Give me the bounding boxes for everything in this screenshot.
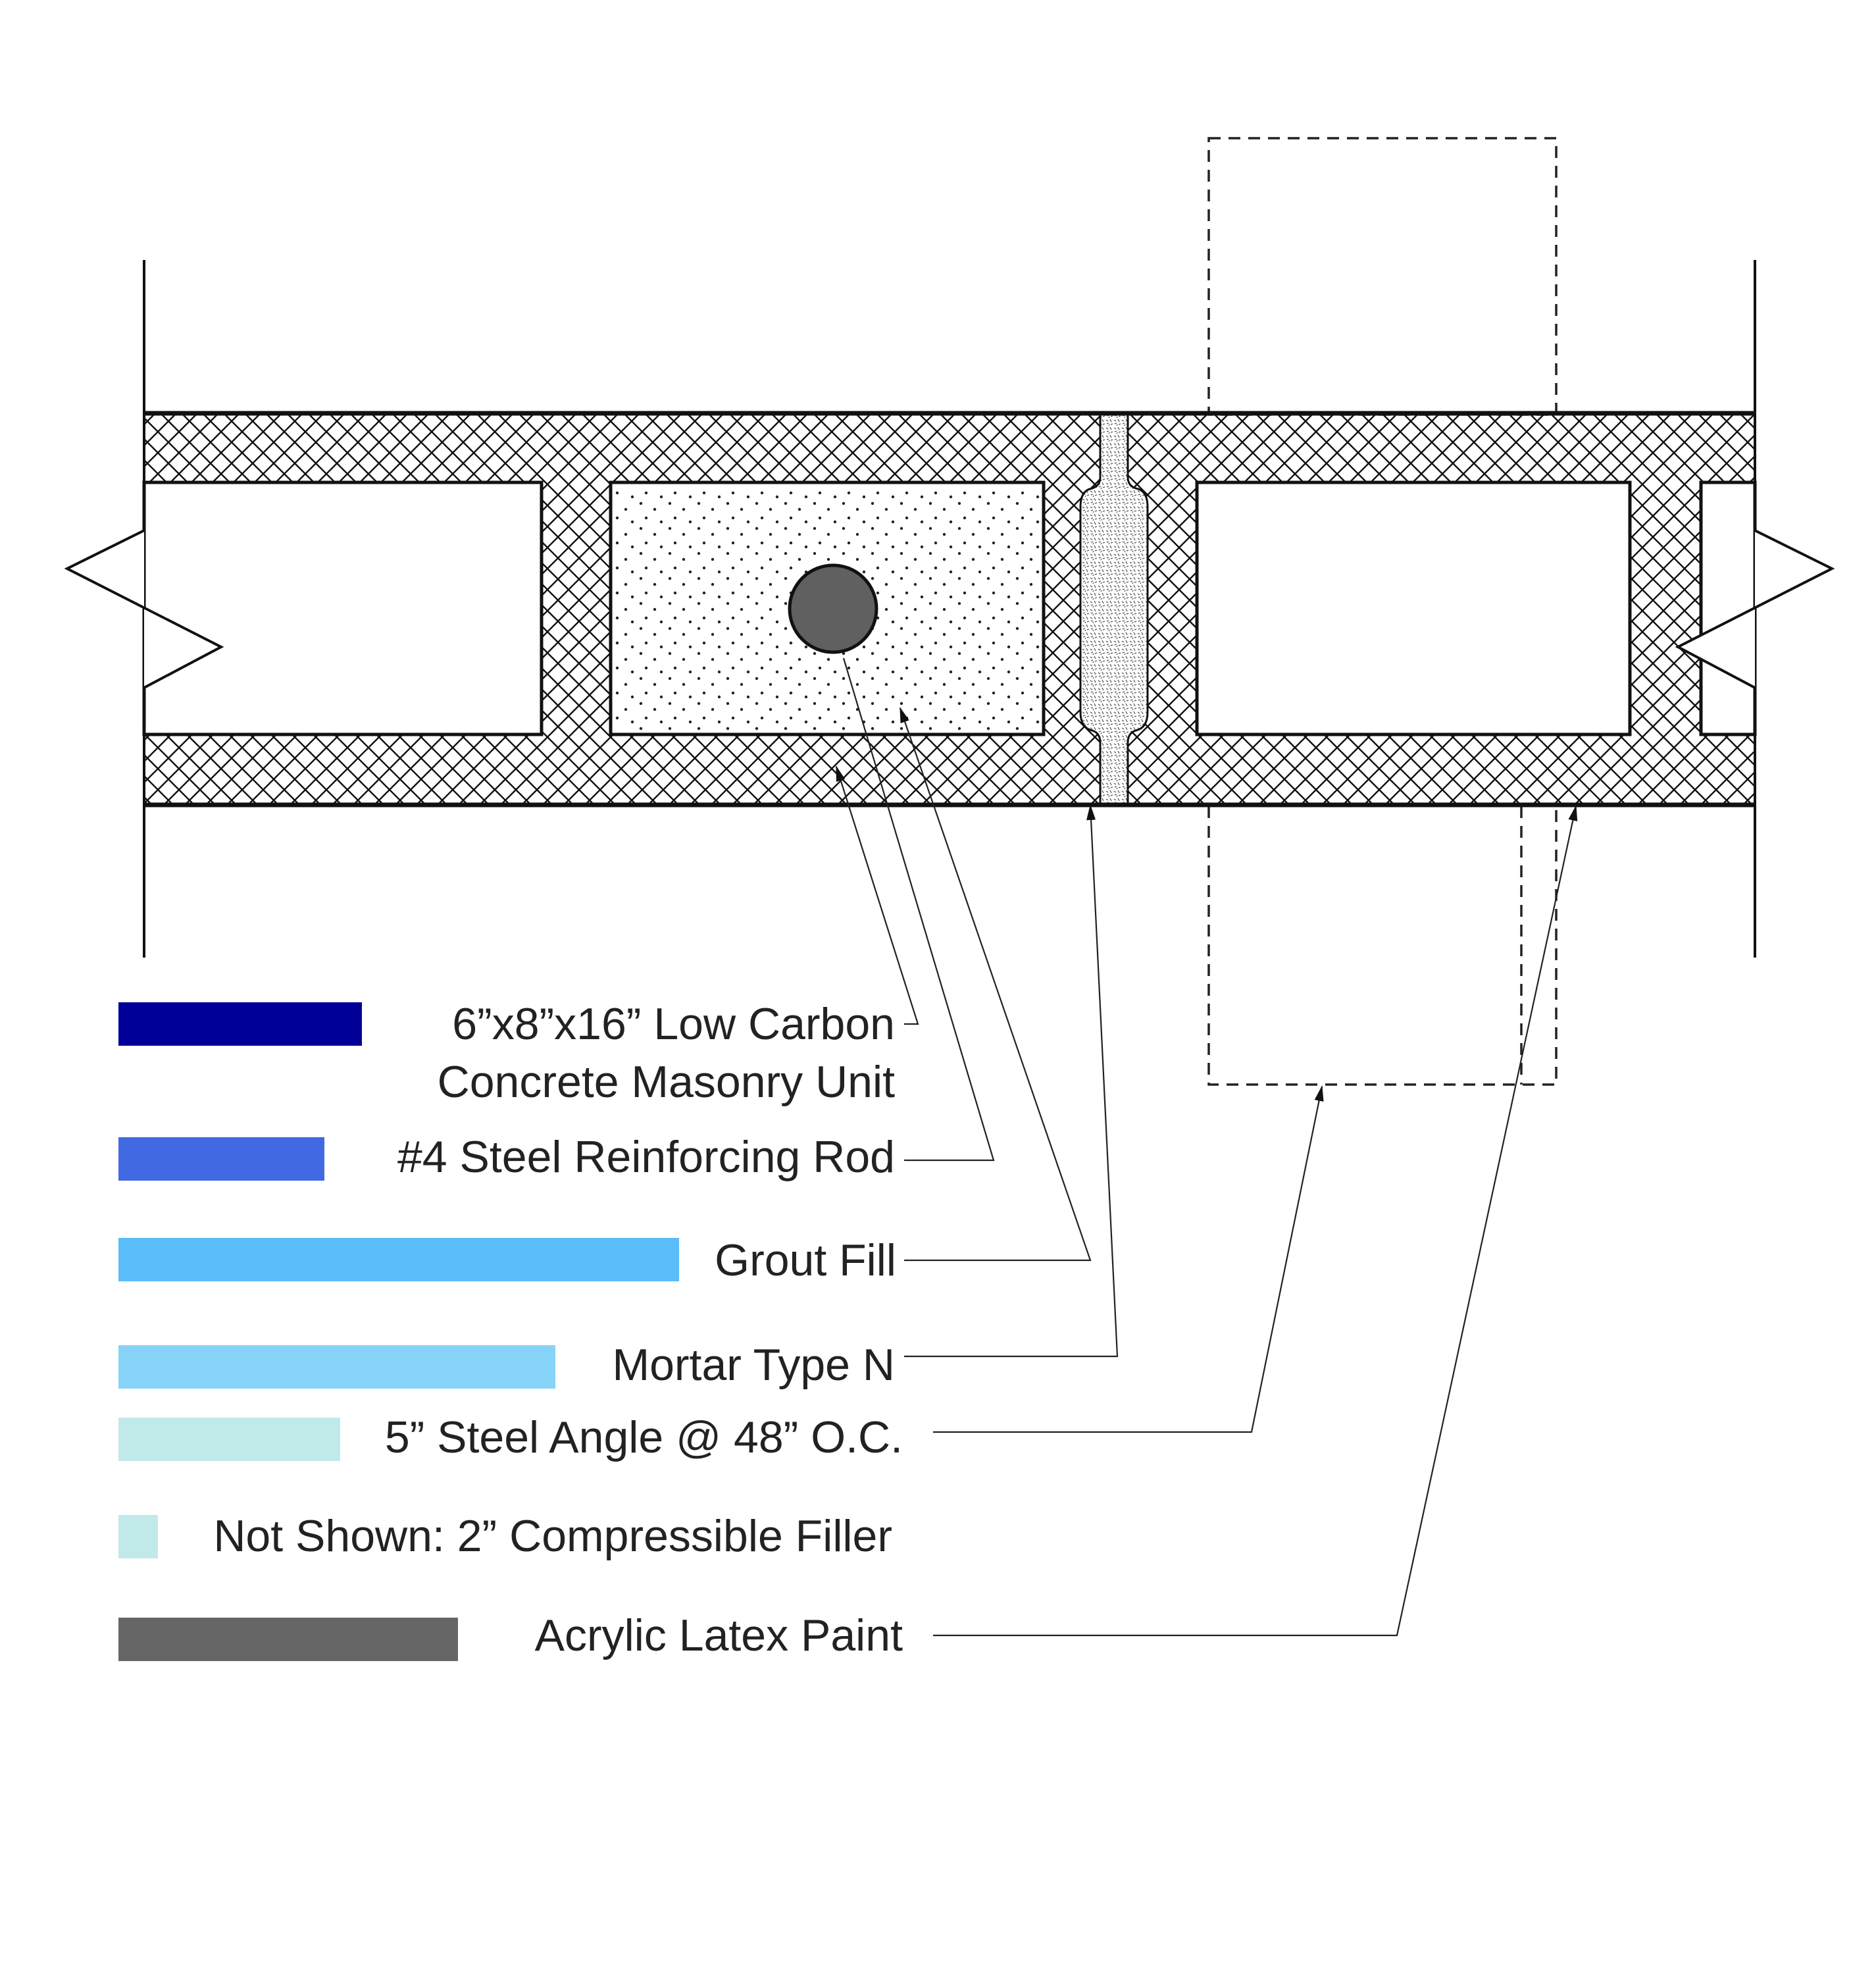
steel-angle-leader [933, 1085, 1324, 1433]
steel-angle-upper-outline [1207, 137, 1558, 416]
mortar-swatch [118, 1345, 555, 1389]
steel-angle-swatch [118, 1418, 340, 1461]
steel-reinforcing-rod [788, 563, 878, 654]
right-cmu-cell [1195, 480, 1632, 736]
filler-label: Not Shown: 2” Compressible Filler [213, 1511, 892, 1561]
grout-label: Grout Fill [715, 1235, 896, 1285]
paint-label: Acrylic Latex Paint [535, 1610, 903, 1660]
steel-rod-label: #4 Steel Reinforcing Rod [397, 1132, 895, 1182]
steel-rod-swatch [118, 1137, 324, 1181]
filler-swatch [118, 1515, 158, 1558]
mortar-label: Mortar Type N [612, 1340, 895, 1390]
cmu-leader [835, 765, 919, 1025]
legend: 6”x8”x16” Low Carbon Concrete Masonry Un… [118, 999, 903, 1661]
cmu-swatch [118, 1002, 362, 1046]
steel-rod-leader [842, 657, 995, 1162]
grout-leader [899, 707, 1092, 1262]
mortar-leader [904, 804, 1119, 1358]
right-break-symbol [1675, 482, 1835, 734]
left-break-symbol [64, 482, 224, 734]
far-right-cmu-cell [1699, 480, 1757, 736]
cmu-label-line2: Concrete Masonry Unit [438, 1057, 895, 1107]
grout-swatch [118, 1238, 679, 1281]
steel-angle-lower-outline [1207, 806, 1558, 1086]
steel-angle-label: 5” Steel Angle @ 48” O.C. [385, 1412, 903, 1462]
left-cmu-cell [142, 480, 544, 736]
paint-swatch [118, 1618, 458, 1661]
cmu-label-line1: 6”x8”x16” Low Carbon [452, 999, 895, 1049]
paint-leader [933, 805, 1578, 1637]
cmu-wall-section [142, 412, 1757, 806]
